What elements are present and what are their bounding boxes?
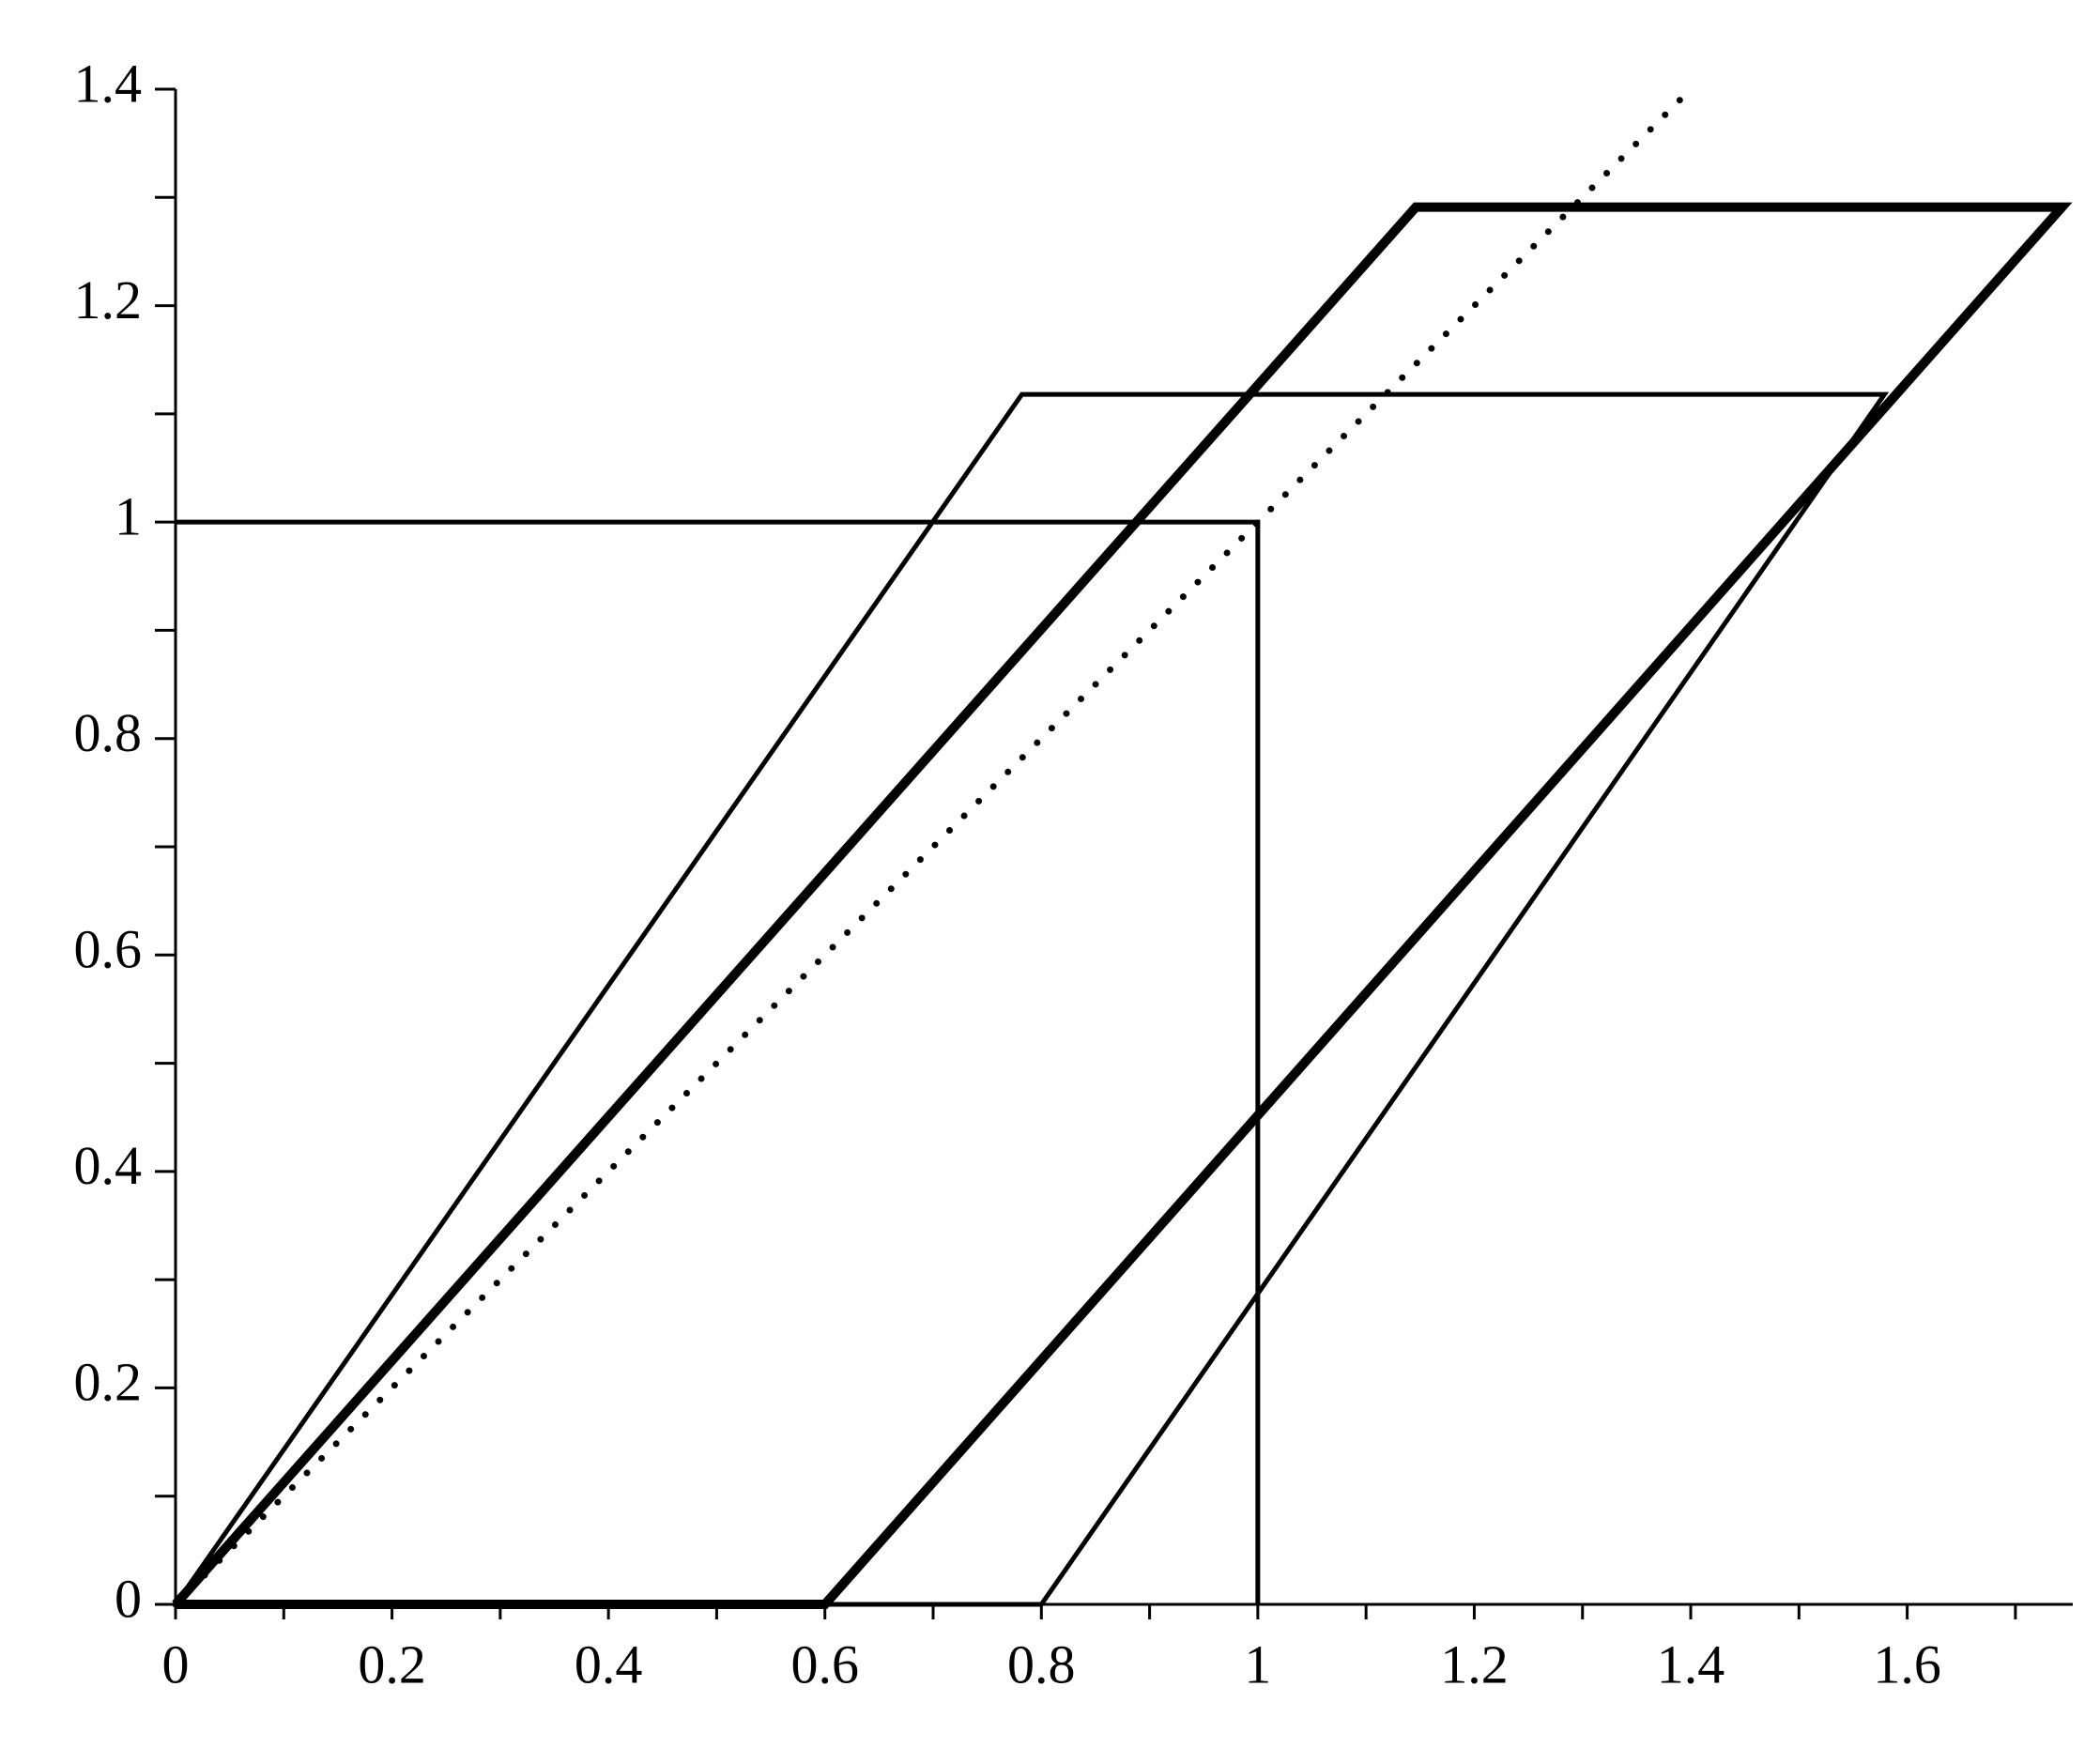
y-tick-label: 1.4 — [74, 53, 143, 114]
y-tick-label: 0.6 — [74, 919, 143, 980]
x-tick-label: 0 — [162, 1633, 190, 1694]
line-series — [172, 85, 1694, 1608]
y-tick-label: 0.8 — [74, 702, 143, 763]
y-tick-label: 0 — [115, 1568, 142, 1629]
y-tick-label: 1.2 — [74, 269, 143, 330]
y-tick-label: 1 — [115, 485, 142, 546]
line-series — [173, 391, 1890, 1607]
x-tick-label: 1.6 — [1873, 1633, 1941, 1694]
y-tick-label: 0.2 — [74, 1352, 143, 1413]
x-tick-label: 1.2 — [1440, 1633, 1509, 1694]
x-tick-label: 0.8 — [1007, 1633, 1076, 1694]
x-tick-label: 0.4 — [575, 1633, 643, 1694]
line-series — [172, 202, 2073, 1609]
x-tick-label: 0.2 — [358, 1633, 426, 1694]
x-tick-label: 1 — [1244, 1633, 1271, 1694]
x-tick-label: 0.6 — [790, 1633, 859, 1694]
x-tick-label: 1.4 — [1657, 1633, 1725, 1694]
y-tick-label: 0.4 — [74, 1135, 143, 1196]
